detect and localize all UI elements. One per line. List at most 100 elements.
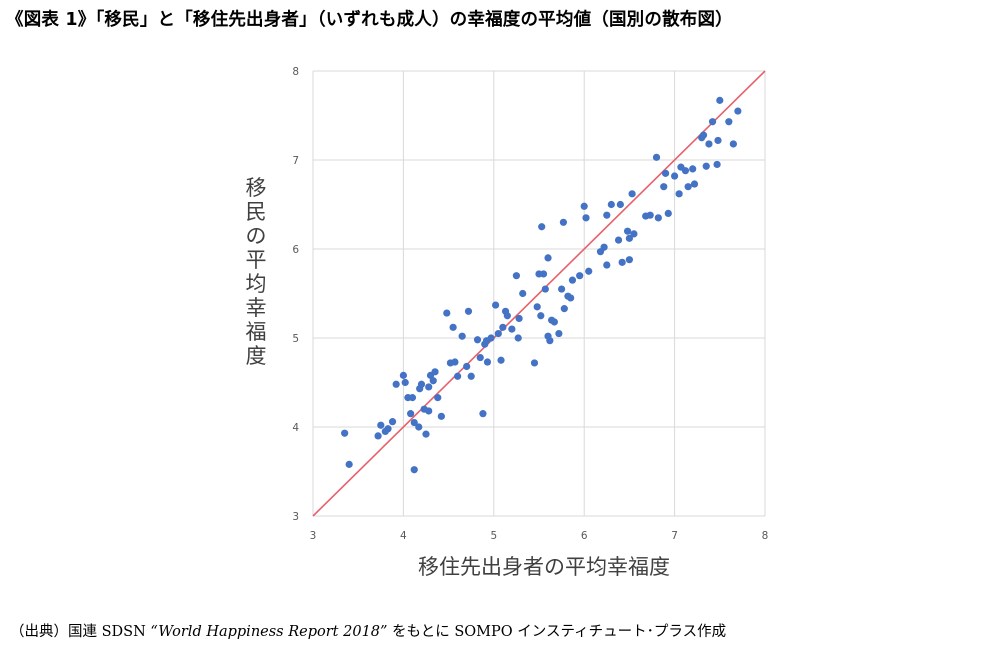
data-point (345, 460, 353, 468)
data-point (537, 312, 545, 320)
data-point (714, 136, 722, 145)
data-point (618, 258, 626, 266)
data-point (512, 272, 521, 280)
data-point (708, 118, 717, 126)
data-point (399, 371, 407, 379)
data-point (603, 261, 611, 269)
data-point (690, 180, 699, 188)
data-point (725, 118, 733, 126)
x-tick-label: 8 (762, 530, 769, 542)
data-point (661, 169, 670, 177)
chart-title: 《図表 1》「移民」と「移住先出身者」（いずれも成人）の幸福度の平均値（国別の散… (6, 10, 733, 30)
data-point (492, 301, 500, 309)
data-point (607, 200, 615, 209)
data-point (431, 368, 439, 376)
y-tick-labels: 3 4 5 6 7 8 (292, 66, 299, 523)
data-point (646, 211, 654, 219)
data-point (550, 318, 558, 326)
data-point (628, 190, 636, 198)
data-point (467, 372, 475, 380)
data-point (558, 285, 566, 293)
data-point (464, 307, 473, 315)
y-axis-title: 移民の平均幸福度 (246, 176, 267, 368)
data-point (437, 412, 445, 420)
data-point (541, 285, 549, 293)
data-point (454, 372, 462, 380)
y-tick-label: 6 (292, 244, 299, 256)
data-point (458, 332, 466, 340)
data-point (689, 165, 697, 173)
data-point (713, 160, 721, 169)
y-tick-label: 7 (292, 155, 299, 167)
data-point (576, 272, 584, 280)
data-point (681, 167, 690, 175)
data-point (630, 230, 638, 238)
data-point (544, 254, 552, 262)
data-point (410, 466, 418, 474)
data-point (699, 131, 708, 139)
data-point (494, 329, 502, 338)
data-point (625, 234, 634, 242)
data-point (567, 294, 575, 302)
data-point (546, 337, 554, 345)
data-point (660, 183, 668, 191)
data-point (384, 425, 392, 433)
data-point (603, 211, 611, 219)
source-suffix: をもとに SOMPO インスティチュート･プラス作成 (387, 624, 727, 640)
x-tick-label: 5 (490, 530, 497, 542)
data-point (388, 418, 397, 426)
data-point (377, 421, 385, 429)
data-point (555, 329, 563, 338)
data-point (654, 214, 662, 222)
y-tick-label: 8 (292, 66, 299, 78)
data-point (538, 223, 546, 231)
data-point (585, 267, 593, 275)
source-report-title: “World Happiness Report 2018” (150, 624, 388, 640)
data-point (449, 323, 457, 331)
data-point (425, 407, 433, 415)
data-point (401, 378, 409, 387)
data-point (734, 107, 742, 115)
data-point (479, 410, 487, 418)
data-point (530, 359, 539, 367)
data-point (729, 140, 737, 148)
data-point (705, 140, 713, 148)
y-tick-label: 4 (292, 422, 299, 434)
data-point (675, 190, 683, 198)
data-point (417, 380, 426, 388)
x-tick-label: 7 (671, 530, 678, 542)
data-point (341, 429, 349, 437)
data-point (422, 430, 430, 438)
x-tick-label: 6 (581, 530, 588, 542)
data-point (600, 243, 608, 251)
data-point (580, 202, 588, 210)
data-point (559, 218, 568, 226)
data-point (425, 383, 433, 391)
data-point (443, 309, 451, 317)
data-point (664, 209, 672, 217)
data-point (499, 323, 507, 331)
data-point (560, 305, 568, 313)
data-point (476, 353, 484, 362)
source-prefix: （出典）国連 SDSN (10, 624, 151, 640)
x-tick-label: 4 (400, 530, 407, 542)
data-point (582, 214, 590, 222)
grid-lines (312, 70, 766, 517)
data-point (429, 377, 437, 385)
data-point (451, 358, 459, 366)
x-tick-label: 3 (310, 530, 317, 542)
data-point (519, 289, 527, 298)
data-point (503, 312, 511, 320)
data-point (568, 276, 577, 284)
source-note: （出典）国連 SDSN “World Happiness Report 2018… (10, 620, 726, 641)
data-point (415, 423, 423, 431)
data-point (716, 96, 724, 104)
data-point (539, 270, 548, 278)
data-point (497, 356, 505, 364)
data-point (408, 394, 417, 402)
data-point (684, 183, 692, 191)
data-point (623, 227, 632, 235)
data-point (410, 418, 418, 427)
data-point (407, 410, 415, 418)
